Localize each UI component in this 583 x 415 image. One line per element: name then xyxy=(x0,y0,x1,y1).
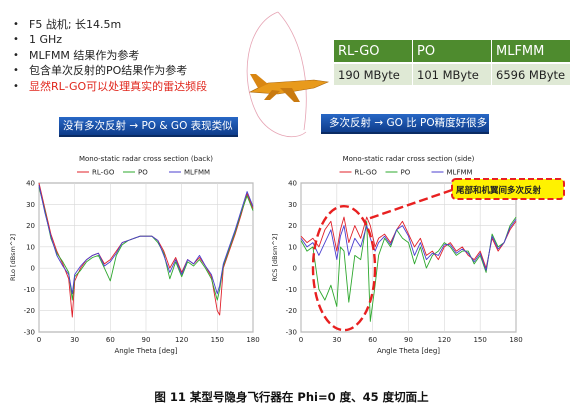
bullet-item-highlight: • 显然RL-GO可以处理真实的雷达频段 xyxy=(10,79,310,94)
legend-label: MLFMM xyxy=(184,169,210,177)
x-tick-label: 90 xyxy=(142,336,151,344)
bullet-dot: • xyxy=(13,34,19,46)
callout-box xyxy=(451,178,565,200)
banner-multiple-reflection: 多次反射 → GO 比 PO精度好很多 xyxy=(321,114,489,134)
y-tick-label: 10 xyxy=(26,243,35,251)
memory-table-header: PO xyxy=(412,40,492,63)
y-tick-label: 40 xyxy=(26,180,35,188)
bullet-text: MLFMM 结果作为参考 xyxy=(29,48,140,62)
highlight-connector xyxy=(369,188,453,220)
highlight-ellipse xyxy=(311,204,377,332)
memory-table-cell: 190 MByte xyxy=(334,62,413,85)
x-tick-label: 60 xyxy=(106,336,115,344)
x-tick-label: 30 xyxy=(332,336,341,344)
x-tick-label: 150 xyxy=(473,336,486,344)
y-tick-label: -10 xyxy=(286,286,297,294)
chart-title: Mono-static radar cross section (side) xyxy=(343,155,475,163)
memory-table-value-row: 190 MByte 101 MByte 6596 MByte xyxy=(334,62,571,85)
bullet-list: • F5 战机; 长14.5m • 1 GHz • MLFMM 结果作为参考 • 包含单… xyxy=(10,17,310,94)
y-tick-label: -30 xyxy=(24,329,35,337)
aircraft-icon xyxy=(246,11,330,138)
legend-label: MLFMM xyxy=(447,169,473,177)
bullet-item: • 1 GHz xyxy=(10,32,310,47)
banner-no-multiple-reflection: 没有多次反射 → PO & GO 表现类似 xyxy=(59,117,238,137)
memory-table-cell: 6596 MByte xyxy=(491,62,571,85)
bullet-text: 1 GHz xyxy=(29,33,63,47)
figure-caption: 图 11 某型号隐身飞行器在 Phi=0 度、45 度切面上 xyxy=(154,390,429,404)
memory-table-header: MLFMM xyxy=(491,40,571,63)
x-axis-label: Angle Theta [deg] xyxy=(114,347,177,355)
x-axis-label: Angle Theta [deg] xyxy=(377,347,440,355)
series-line xyxy=(300,216,517,269)
bullet-text: F5 战机; 长14.5m xyxy=(29,18,122,31)
x-tick-label: 60 xyxy=(368,336,377,344)
x-tick-label: 120 xyxy=(438,336,451,344)
y-tick-label: -20 xyxy=(286,307,297,315)
x-tick-label: 0 xyxy=(37,336,41,344)
x-tick-label: 180 xyxy=(509,336,522,344)
bullet-item: • MLFMM 结果作为参考 xyxy=(10,48,310,63)
legend-label: PO xyxy=(138,169,148,177)
bullet-item: • 包含单次反射的PO结果作为参考 xyxy=(10,63,310,78)
y-tick-label: 20 xyxy=(288,222,297,230)
y-tick-label: 30 xyxy=(26,201,35,209)
x-tick-label: 150 xyxy=(211,336,224,344)
y-tick-label: 0 xyxy=(293,265,297,273)
x-tick-label: 90 xyxy=(404,336,413,344)
y-axis-label: RLo [dBsm^2] xyxy=(9,234,17,281)
chart-title: Mono-static radar cross section (back) xyxy=(79,155,213,163)
x-tick-label: 120 xyxy=(175,336,188,344)
y-tick-label: 20 xyxy=(26,222,35,230)
x-tick-label: 30 xyxy=(70,336,79,344)
x-tick-label: 180 xyxy=(246,336,259,344)
legend-label: RL-GO xyxy=(92,169,115,177)
y-tick-label: -30 xyxy=(286,329,297,337)
memory-table-cell: 101 MByte xyxy=(412,62,492,85)
series-line xyxy=(300,216,517,322)
bullet-dot: • xyxy=(13,65,19,77)
memory-table: RL-GO PO MLFMM 190 MByte 101 MByte 6596 … xyxy=(334,40,571,85)
memory-table-header-row: RL-GO PO MLFMM xyxy=(334,40,571,63)
y-axis-label: RCS [dBsm^2] xyxy=(271,234,279,282)
y-tick-label: -20 xyxy=(24,307,35,315)
bullet-item: • F5 战机; 长14.5m xyxy=(10,17,310,32)
bullet-text: 显然RL-GO可以处理真实的雷达频段 xyxy=(29,79,208,93)
bullet-dot: • xyxy=(13,19,19,30)
x-tick-label: 0 xyxy=(299,336,303,344)
series-line xyxy=(300,218,517,271)
bullet-dot: • xyxy=(13,49,19,61)
legend-label: PO xyxy=(401,169,411,177)
y-tick-label: -10 xyxy=(24,286,35,294)
legend-label: RL-GO xyxy=(355,169,378,177)
memory-table-header: RL-GO xyxy=(334,40,413,63)
y-tick-label: 0 xyxy=(31,265,35,273)
series-line xyxy=(38,185,254,295)
y-tick-label: 30 xyxy=(288,201,297,209)
y-tick-label: 10 xyxy=(288,243,297,251)
callout-text: 尾部和机翼间多次反射 xyxy=(455,185,542,196)
bullet-dot: • xyxy=(13,80,19,92)
bullet-text: 包含单次反射的PO结果作为参考 xyxy=(29,64,188,78)
y-tick-label: 40 xyxy=(288,180,297,188)
